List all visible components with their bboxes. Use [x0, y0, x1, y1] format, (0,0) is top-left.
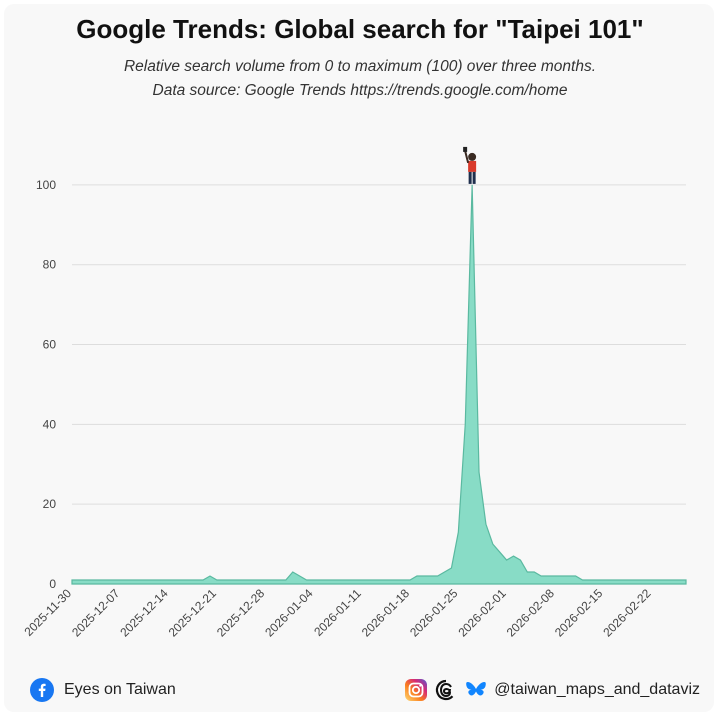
footer-facebook[interactable]: Eyes on Taiwan — [30, 678, 176, 702]
x-tick-label: 2025-11-30 — [21, 586, 74, 639]
chart-subtitle: Relative search volume from 0 to maximum… — [123, 58, 597, 75]
y-tick-label: 60 — [43, 338, 57, 352]
figure-head — [468, 152, 477, 161]
y-tick-label: 100 — [36, 178, 56, 192]
x-tick-label: 2026-01-04 — [262, 586, 316, 640]
y-tick-label: 80 — [43, 258, 57, 272]
y-axis: 0 20 40 60 80 100 — [36, 178, 56, 591]
x-tick-label: 2025-12-14 — [117, 586, 171, 640]
person-on-peak-icon — [463, 146, 477, 184]
selfie-figure — [463, 146, 477, 184]
bluesky-icon[interactable] — [464, 678, 488, 702]
threads-icon[interactable] — [434, 678, 458, 702]
x-tick-label: 2026-02-22 — [600, 586, 654, 640]
x-tick-label: 2026-01-18 — [359, 586, 413, 640]
series-area — [71, 184, 687, 585]
chart-title: Google Trends: Global search for "Taipei… — [76, 14, 644, 44]
x-tick-label: 2026-02-08 — [504, 586, 558, 640]
instagram-icon[interactable] — [404, 678, 428, 702]
chart-frame — [4, 4, 714, 712]
x-tick-label: 2025-12-28 — [214, 586, 268, 640]
x-tick-label: 2026-01-11 — [311, 586, 364, 639]
footer-left-label: Eyes on Taiwan — [64, 681, 176, 698]
figure-arm — [464, 150, 470, 164]
x-tick-label: 2026-02-15 — [552, 586, 606, 640]
x-tick-label: 2025-12-07 — [69, 586, 123, 640]
figure-leg-left — [468, 171, 472, 184]
figure-shirt — [468, 160, 477, 172]
x-axis: 2025-11-302025-12-072025-12-142025-12-21… — [21, 586, 653, 640]
x-tick-label: 2026-01-25 — [407, 586, 461, 640]
figure-phone — [463, 146, 468, 152]
facebook-icon — [30, 678, 54, 702]
y-tick-label: 0 — [49, 577, 56, 591]
data-source-note: Data source: Google Trends https://trend… — [152, 82, 568, 99]
x-tick-label: 2026-02-01 — [455, 586, 509, 640]
footer-right-label: @taiwan_maps_and_dataviz — [494, 681, 700, 698]
series-area-path — [71, 184, 687, 585]
footer-socials[interactable]: @taiwan_maps_and_dataviz — [404, 678, 700, 702]
x-tick-label: 2025-12-21 — [166, 586, 220, 640]
y-tick-label: 20 — [43, 497, 57, 511]
y-tick-label: 40 — [43, 417, 57, 431]
grid-lines — [72, 184, 686, 585]
figure-leg-right — [472, 171, 476, 184]
